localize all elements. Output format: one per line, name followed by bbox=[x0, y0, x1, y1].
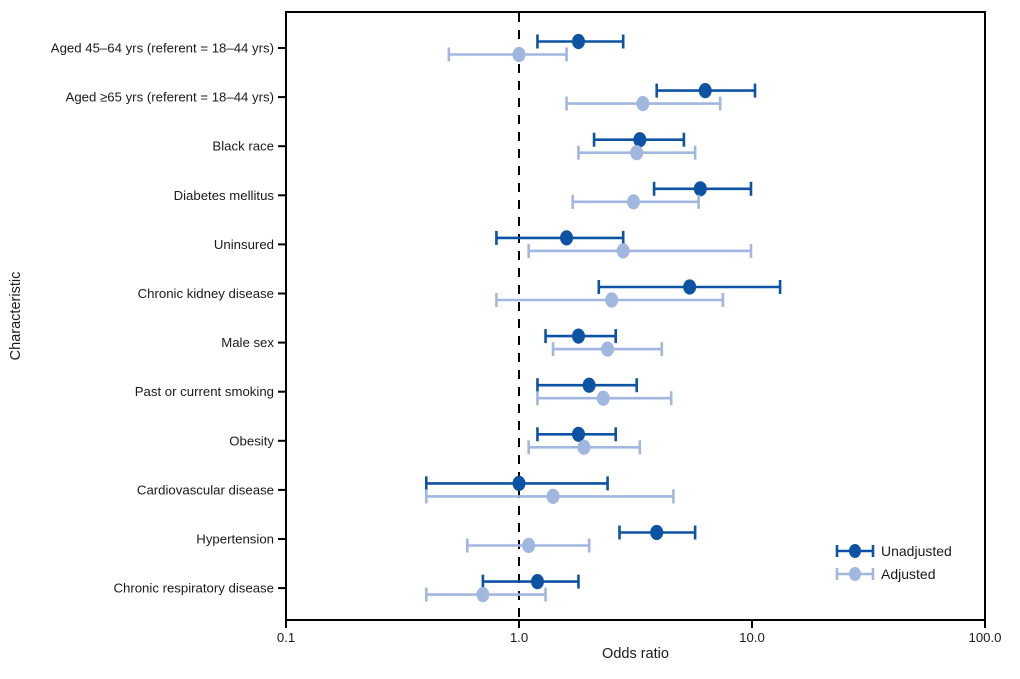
point-adjusted bbox=[512, 46, 526, 63]
category-label: Aged ≥65 yrs (referent = 18–44 yrs) bbox=[66, 90, 274, 105]
point-adjusted bbox=[522, 537, 536, 554]
point-adjusted bbox=[605, 292, 619, 308]
point-unadjusted bbox=[530, 574, 544, 590]
category-label: Obesity bbox=[229, 433, 274, 448]
category-label: Chronic respiratory disease bbox=[113, 581, 274, 596]
point-unadjusted bbox=[512, 475, 526, 491]
y-axis-title: Characteristic bbox=[8, 272, 24, 361]
category-label: Black race bbox=[212, 139, 274, 154]
point-adjusted bbox=[577, 439, 591, 455]
point-adjusted bbox=[636, 96, 650, 112]
x-tick-label: 100.0 bbox=[968, 630, 1001, 645]
x-tick-label: 1.0 bbox=[510, 630, 528, 645]
category-label: Male sex bbox=[221, 335, 274, 350]
point-unadjusted bbox=[683, 279, 697, 295]
category-label: Chronic kidney disease bbox=[138, 286, 274, 301]
series-unadjusted bbox=[424, 33, 782, 590]
point-adjusted bbox=[626, 194, 640, 210]
plot-border bbox=[285, 11, 986, 621]
point-unadjusted bbox=[571, 426, 585, 442]
point-unadjusted bbox=[693, 181, 707, 197]
category-label: Aged 45–64 yrs (referent = 18–44 yrs) bbox=[51, 41, 274, 56]
point-adjusted bbox=[596, 390, 610, 406]
category-label: Hypertension bbox=[196, 532, 274, 547]
point-adjusted bbox=[546, 488, 560, 504]
point-adjusted bbox=[601, 341, 615, 357]
point-unadjusted bbox=[698, 83, 712, 99]
point-adjusted bbox=[616, 243, 630, 259]
point-unadjusted bbox=[571, 33, 585, 50]
category-label: Past or current smoking bbox=[135, 384, 274, 399]
legend-sample-point bbox=[849, 544, 861, 558]
point-unadjusted bbox=[560, 230, 574, 246]
legend: Unadjusted Adjusted bbox=[835, 543, 952, 582]
series-adjusted bbox=[424, 46, 753, 603]
legend-label: Unadjusted bbox=[881, 543, 952, 559]
point-adjusted bbox=[476, 587, 490, 603]
legend-label: Adjusted bbox=[881, 566, 935, 582]
point-unadjusted bbox=[650, 524, 664, 541]
point-adjusted bbox=[630, 145, 644, 161]
x-tick-label: 0.1 bbox=[277, 630, 295, 645]
category-label: Cardiovascular disease bbox=[137, 482, 274, 497]
category-label: Diabetes mellitus bbox=[174, 188, 275, 203]
x-tick-label: 10.0 bbox=[739, 630, 765, 645]
category-label: Uninsured bbox=[214, 237, 274, 252]
legend-sample-point bbox=[849, 567, 861, 581]
x-axis-title: Odds ratio bbox=[602, 646, 669, 662]
point-unadjusted bbox=[571, 328, 585, 344]
point-unadjusted bbox=[582, 377, 596, 393]
point-unadjusted bbox=[633, 132, 647, 148]
